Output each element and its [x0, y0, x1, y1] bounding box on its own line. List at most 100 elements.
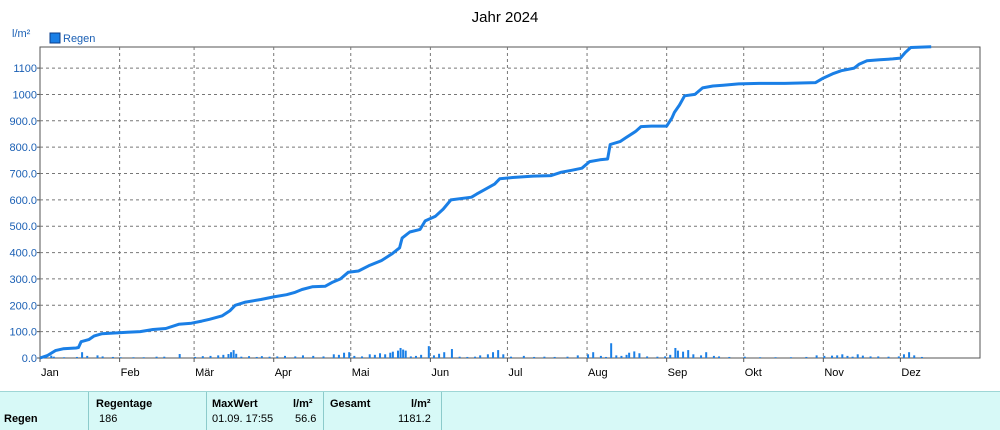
daily-rain-bar [692, 354, 695, 358]
daily-rain-bar [450, 349, 453, 358]
daily-rain-bar [86, 355, 89, 358]
daily-rain-bar [404, 350, 407, 358]
daily-rain-bar [592, 352, 595, 358]
daily-rain-bar [856, 354, 859, 358]
daily-rain-bar [774, 357, 777, 358]
x-tick-label: Nov [824, 367, 844, 379]
daily-rain-bar [248, 356, 251, 358]
daily-rain-bar [869, 356, 872, 358]
daily-rain-bar [543, 356, 546, 358]
regentage-value: 186 [99, 413, 118, 425]
x-tick-label: Aug [588, 367, 608, 379]
daily-rain-bar [222, 354, 225, 358]
daily-rain-bar [638, 353, 641, 358]
daily-rain-bar [294, 356, 297, 358]
daily-rain-bar [63, 357, 66, 358]
daily-rain-bar [52, 356, 55, 358]
daily-rain-bar [836, 355, 839, 358]
daily-rain-bar [533, 356, 536, 358]
daily-rain-bar [510, 356, 512, 358]
daily-rain-bar [155, 356, 158, 358]
daily-rain-bar [209, 355, 212, 358]
daily-rain-bar [664, 356, 667, 358]
daily-rain-bar [260, 356, 263, 358]
daily-rain-bar [712, 355, 715, 358]
daily-rain-bar [283, 355, 286, 358]
x-tick-label: Okt [745, 367, 762, 379]
daily-rain-bar [718, 356, 721, 358]
daily-rain-bar [312, 355, 315, 358]
daily-rain-bar [353, 355, 356, 358]
daily-rain-bar [427, 346, 430, 358]
grid-lines [40, 47, 980, 358]
y-axis-ticks: 0.0 100.0 200.0 300.0 400.0 500.0 600.0 700.0 80… [9, 63, 40, 365]
daily-rain-bar [908, 352, 911, 358]
daily-rain-bar [466, 356, 469, 358]
daily-rain-bar [759, 357, 762, 358]
daily-rain-bar [96, 355, 99, 358]
daily-rain-bar [610, 343, 613, 358]
daily-rain-bar [815, 355, 818, 358]
daily-rain-bar [368, 354, 371, 358]
daily-rain-bar [587, 354, 590, 358]
legend-label: Regen [63, 33, 95, 45]
daily-rain-bar [877, 356, 880, 358]
daily-rain-bar [646, 356, 649, 358]
daily-rain-bar [625, 354, 628, 358]
daily-rain-bar [700, 355, 703, 358]
daily-rain-bar [841, 354, 844, 358]
daily-rain-bar [669, 354, 672, 358]
y-tick-label: 700.0 [9, 169, 37, 181]
daily-rain-bar [240, 356, 243, 358]
daily-rain-bar [268, 356, 271, 358]
daily-rain-bar [576, 355, 579, 358]
daily-rain-bar [486, 354, 489, 358]
daily-rain-bar [633, 351, 636, 358]
y-tick-label: 1100 [13, 63, 37, 75]
daily-rain-bar [255, 356, 258, 358]
daily-rain-bar [851, 356, 854, 358]
y-tick-label: 0.0 [22, 353, 37, 365]
daily-rain-bar [831, 355, 834, 358]
x-tick-label: Sep [668, 367, 688, 379]
legend-swatch [49, 32, 61, 44]
daily-rain-bar [379, 353, 382, 358]
x-tick-label: Jun [431, 367, 449, 379]
daily-rain-bar [674, 347, 677, 358]
daily-rain-bar [458, 356, 461, 358]
daily-rain-bar [628, 352, 631, 358]
daily-rain-bar [343, 352, 346, 358]
daily-rain-bar [194, 356, 197, 358]
daily-rain-bar [497, 350, 500, 358]
daily-rain-bar [163, 356, 166, 358]
daily-rain-bar [232, 350, 235, 358]
daily-rain-bar [438, 353, 441, 358]
daily-rain-bar [322, 356, 325, 358]
daily-rain-bar [227, 354, 230, 358]
daily-rain-bar [111, 356, 114, 358]
daily-rain-bar [391, 351, 394, 358]
daily-rain-bar [728, 356, 731, 358]
daily-rain-bar [119, 357, 122, 358]
daily-rain-bar [474, 356, 477, 358]
daily-rain-bar [743, 356, 746, 358]
chart-title: Jahr 2024 [472, 9, 539, 26]
daily-rain-bar [201, 356, 204, 358]
plot-area [39, 46, 981, 359]
x-tick-label: Dez [901, 367, 921, 379]
daily-rain-bar [553, 356, 556, 358]
y-axis-unit: l/m² [12, 28, 31, 40]
daily-rain-bar [687, 350, 690, 358]
daily-rain-bar [615, 355, 618, 358]
rain-chart: Jahr 2024 l/m² Regen 0.0 100.0 200.0 300.0 4… [9, 9, 981, 379]
x-tick-label: Mai [352, 367, 370, 379]
daily-rain-bar [348, 352, 351, 358]
y-tick-label: 500.0 [9, 221, 37, 233]
daily-rain-bar [337, 354, 340, 358]
daily-rain-bar [676, 350, 679, 358]
daily-rain-bar [805, 356, 808, 358]
y-tick-label: 200.0 [9, 300, 37, 312]
y-tick-label: 600.0 [9, 195, 37, 207]
daily-rain-bar [384, 354, 387, 358]
daily-rain-bar [301, 355, 304, 358]
